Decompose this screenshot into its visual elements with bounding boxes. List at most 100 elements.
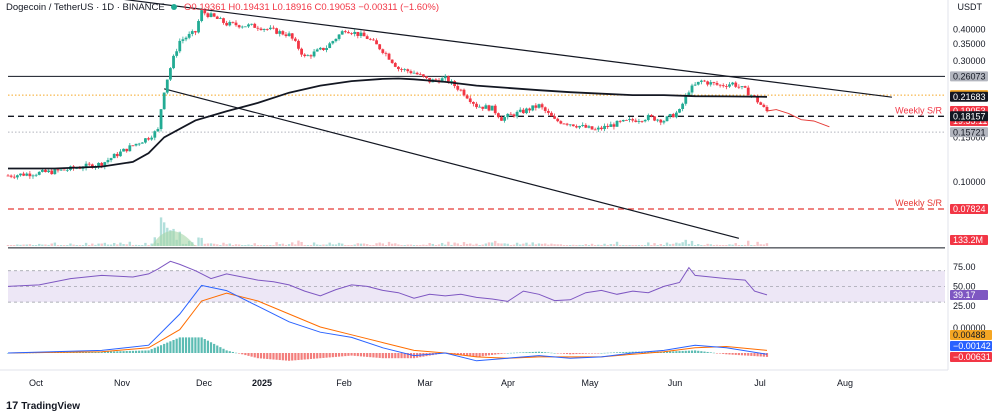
volume-bar xyxy=(66,245,69,246)
volume-bar xyxy=(203,243,206,246)
macd-histogram-bar xyxy=(91,351,94,353)
volume-pane: 133.2M xyxy=(6,217,988,246)
macd-histogram-bar xyxy=(525,352,528,353)
price-tag-label: 0.26073 xyxy=(953,72,986,82)
volume-tag-label: 133.2M xyxy=(953,235,983,245)
macd-histogram-bar xyxy=(500,353,503,354)
candle-body xyxy=(347,32,350,34)
candle-body xyxy=(537,104,541,108)
volume-bar xyxy=(88,245,91,246)
candle-body xyxy=(478,106,482,108)
time-tick-label: Oct xyxy=(29,378,44,388)
macd-histogram-bar xyxy=(191,337,194,353)
price-tag-bg xyxy=(950,111,988,122)
candle-body xyxy=(290,33,294,39)
volume-bar xyxy=(103,242,107,246)
candle-body xyxy=(581,124,585,126)
macd-histogram-bar xyxy=(459,353,462,355)
rsi-tick-label: 75.00 xyxy=(953,262,976,272)
candle-body xyxy=(97,162,100,167)
macd-histogram-bar xyxy=(106,351,110,353)
volume-bar xyxy=(256,245,260,246)
volume-bar xyxy=(690,240,694,246)
macd-histogram-bar xyxy=(228,351,231,353)
volume-bar xyxy=(387,241,391,246)
volume-bar xyxy=(515,242,519,246)
macd-histogram-bar xyxy=(681,350,684,353)
volume-bar xyxy=(709,244,712,246)
volume-bar xyxy=(697,244,700,246)
macd-histogram-bar xyxy=(684,350,687,353)
volume-bar xyxy=(681,242,684,246)
macd-histogram-bar xyxy=(156,346,160,353)
candle-body xyxy=(9,175,13,177)
macd-histogram-bar xyxy=(625,351,628,353)
volume-bar xyxy=(31,245,35,246)
candle-body xyxy=(487,105,491,111)
candle-body xyxy=(550,112,553,117)
macd-histogram-bar xyxy=(534,351,537,353)
macd-histogram-bar xyxy=(487,353,491,356)
tradingview-brand[interactable]: 17 TradingView xyxy=(6,400,80,412)
volume-bar xyxy=(84,242,88,246)
volume-bar xyxy=(56,245,60,246)
candle-body xyxy=(509,113,513,115)
candle-body xyxy=(643,119,647,122)
level-note-weekly-sr: Weekly S/R xyxy=(895,105,942,115)
volume-bar xyxy=(659,244,662,246)
candle-body xyxy=(328,43,332,49)
macd-histogram-bar xyxy=(615,352,619,353)
volume-bar xyxy=(234,244,238,246)
volume-bar xyxy=(718,245,722,246)
macd-histogram-bar xyxy=(372,353,375,358)
candle-body xyxy=(631,119,635,121)
volume-bar xyxy=(656,245,659,246)
volume-bar xyxy=(490,242,494,246)
macd-histogram-bar xyxy=(509,352,512,354)
candle-body xyxy=(37,171,41,175)
candle-body xyxy=(375,40,378,45)
horizontal-levels xyxy=(8,75,945,249)
candle-body xyxy=(140,142,144,144)
candle-body xyxy=(28,173,32,177)
volume-bar xyxy=(237,244,241,246)
macd-histogram-bar xyxy=(266,353,269,359)
volume-bar xyxy=(209,243,213,246)
candle-body xyxy=(22,173,26,176)
volume-bar xyxy=(544,243,547,246)
candle-body xyxy=(253,23,257,28)
macd-histogram-bar xyxy=(475,353,478,357)
time-tick-label: Feb xyxy=(336,378,352,388)
macd-histogram-bar xyxy=(553,353,556,354)
macd-histogram-bar xyxy=(550,352,553,354)
macd-histogram-bar xyxy=(715,353,719,354)
macd-histogram-bar xyxy=(269,353,272,360)
volume-bar xyxy=(231,245,235,246)
volume-bar xyxy=(459,245,463,246)
volume-bar xyxy=(116,244,119,246)
candle-body xyxy=(534,105,538,108)
candle-body xyxy=(600,127,603,130)
macd-histogram-bar xyxy=(750,353,753,356)
volume-bar xyxy=(747,240,750,246)
macd-histogram-bar xyxy=(100,351,103,353)
price-tag-bg xyxy=(950,91,988,102)
volume-bar xyxy=(662,245,666,246)
volume-bar xyxy=(590,243,594,246)
macd-histogram-bar xyxy=(188,337,191,353)
candle-body xyxy=(518,109,522,112)
volume-bar xyxy=(647,242,650,246)
candle-body xyxy=(181,39,185,41)
volume-bar xyxy=(81,245,85,246)
macd-histogram-bar xyxy=(216,345,219,353)
symbol-title[interactable]: Dogecoin / TetherUS · 1D · BINANCE xyxy=(6,2,165,13)
volume-bar xyxy=(356,243,360,246)
volume-bar xyxy=(41,244,44,246)
candles xyxy=(6,7,769,180)
volume-bar xyxy=(415,244,419,246)
candle-body xyxy=(612,124,616,127)
volume-bar xyxy=(519,244,522,246)
macd-histogram-bar xyxy=(294,353,297,361)
volume-bar xyxy=(328,242,331,246)
candle-body xyxy=(34,174,38,176)
